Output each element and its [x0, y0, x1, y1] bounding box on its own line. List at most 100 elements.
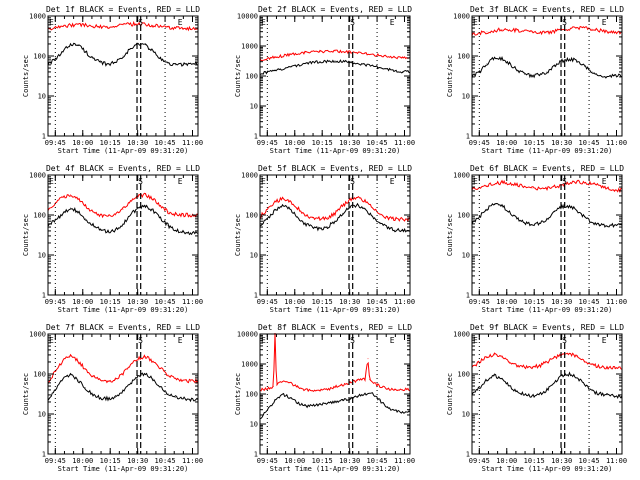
x-tick-label: 10:45: [579, 457, 600, 465]
x-tick-label: 09:45: [257, 457, 278, 465]
data-point: [77, 198, 79, 200]
x-tick-label: 10:00: [72, 298, 93, 306]
plot-frame: [259, 174, 411, 296]
x-tick-label: 10:45: [155, 139, 176, 147]
y-tick-label: 10000: [237, 13, 258, 21]
y-tick-label: 1000: [453, 13, 470, 21]
data-point: [85, 369, 86, 370]
y-tick-label: 1: [254, 451, 258, 459]
x-tick-label: 10:30: [127, 457, 148, 465]
data-point: [100, 379, 101, 381]
data-point: [160, 58, 161, 60]
y-tick-label: 1: [466, 451, 470, 459]
data-point: [182, 379, 184, 381]
y-tick-label: 100: [33, 212, 46, 220]
data-point: [402, 389, 403, 390]
event-marker-label: E: [178, 18, 183, 27]
data-point: [576, 377, 578, 379]
data-point: [62, 378, 64, 380]
data-point: [591, 222, 593, 223]
y-tick-label: 1: [42, 451, 46, 459]
data-point: [182, 63, 184, 65]
panel-title: Det 5f BLACK = Events, RED = LLD: [258, 164, 412, 173]
data-point: [501, 29, 503, 30]
event-marker-label: S: [138, 177, 143, 186]
data-point: [267, 208, 268, 210]
data-point: [92, 225, 94, 226]
lld-series-line: [259, 49, 411, 61]
data-point: [561, 184, 563, 186]
data-point: [297, 216, 298, 218]
data-point: [402, 411, 403, 413]
x-axis-label: Start Time (11-Apr-09 09:31:20): [58, 147, 189, 155]
x-tick-label: 10:15: [312, 457, 333, 465]
data-point: [501, 205, 503, 207]
data-point: [501, 182, 503, 183]
data-point: [304, 389, 306, 390]
data-point: [606, 31, 608, 33]
data-point: [107, 27, 109, 28]
x-axis-label: Start Time (11-Apr-09 09:31:20): [482, 306, 613, 314]
data-point: [379, 67, 381, 68]
plot-frame: [471, 333, 623, 455]
event-marker-label: E: [390, 18, 395, 27]
y-tick-label: 100: [33, 371, 46, 379]
data-point: [509, 385, 510, 387]
panel-title: Det 6f BLACK = Events, RED = LLD: [470, 164, 624, 173]
data-point: [107, 215, 109, 217]
data-point: [606, 394, 608, 396]
data-point: [357, 197, 358, 199]
lld-series-line: [47, 192, 199, 219]
data-point: [319, 228, 321, 230]
event-marker-label: S: [138, 336, 143, 345]
data-point: [152, 378, 154, 380]
data-point: [561, 29, 563, 31]
data-point: [92, 25, 94, 27]
x-tick-label: 10:00: [284, 139, 305, 147]
data-point: [100, 214, 101, 216]
data-point: [107, 398, 109, 400]
data-point: [62, 25, 64, 27]
x-tick-label: 10:45: [579, 139, 600, 147]
data-point: [561, 353, 563, 355]
x-tick-label: 11:00: [606, 457, 627, 465]
x-axis-label: Start Time (11-Apr-09 09:31:20): [270, 306, 401, 314]
detector-panel-5: Det 5f BLACK = Events, RED = LLD 1 10 100 10…: [234, 164, 415, 314]
data-point: [274, 201, 276, 203]
data-point: [486, 63, 488, 64]
data-point: [509, 211, 510, 213]
event-marker-label: E: [49, 336, 54, 345]
y-tick-label: 10: [38, 411, 46, 419]
data-point: [531, 187, 533, 189]
data-point: [152, 25, 154, 26]
data-point: [92, 211, 94, 213]
y-tick-label: 1: [466, 292, 470, 300]
data-point: [130, 214, 131, 216]
y-tick-label: 1000: [453, 331, 470, 339]
data-point: [509, 361, 510, 363]
data-point: [364, 208, 366, 210]
data-point: [531, 31, 533, 33]
data-point: [182, 28, 184, 29]
data-point: [554, 382, 555, 384]
data-point: [334, 60, 336, 62]
x-tick-label: 11:00: [394, 298, 415, 306]
data-point: [115, 379, 116, 381]
data-point: [342, 205, 343, 207]
data-point: [599, 75, 600, 77]
data-point: [92, 58, 94, 60]
event-marker-label: E: [49, 18, 54, 27]
data-point: [576, 356, 578, 358]
x-axis-label: Start Time (11-Apr-09 09:31:20): [270, 147, 401, 155]
data-point: [486, 31, 488, 33]
data-point: [289, 66, 291, 68]
x-tick-label: 09:45: [257, 298, 278, 306]
data-point: [62, 359, 64, 361]
data-point: [486, 208, 488, 210]
y-tick-label: 10: [250, 103, 258, 111]
data-point: [614, 32, 615, 34]
data-point: [364, 200, 366, 202]
data-point: [584, 66, 585, 67]
data-point: [107, 63, 109, 65]
